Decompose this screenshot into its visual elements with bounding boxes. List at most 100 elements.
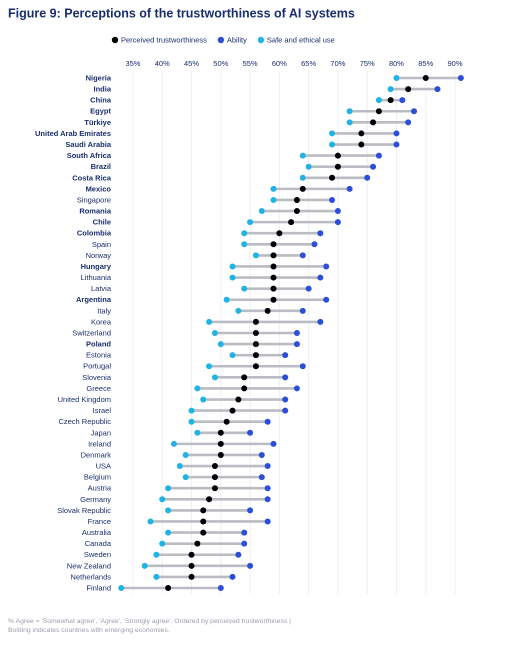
dot [176,463,183,470]
dot [457,75,464,81]
dot [229,573,236,580]
y-tick-label: Ireland [88,439,111,448]
dot [229,274,236,281]
y-tick-label: Korea [91,317,112,326]
y-tick-label: Egypt [90,107,111,116]
y-tick-label: Brazil [91,162,111,171]
footnote: % Agree = 'Somewhat agree', 'Agree', 'St… [8,618,291,625]
y-tick-label: Türkiye [84,118,111,127]
dot [422,75,429,81]
dot [270,252,277,259]
x-tick-label: 60% [272,59,287,68]
dot [358,141,365,148]
x-tick-label: 70% [330,59,345,68]
dot [299,174,306,181]
dot [370,119,377,126]
dot [217,585,224,592]
y-tick-label: Israel [93,406,112,415]
y-tick-label: Switzerland [72,328,111,337]
dot [241,540,248,547]
dot [375,152,382,159]
dot [211,474,218,481]
dot [264,496,271,503]
dot [346,185,353,192]
dot [252,252,259,259]
dot [141,562,148,569]
dot [270,196,277,203]
dot [200,396,207,403]
dot [235,396,242,403]
dot [364,174,371,181]
dot [182,474,189,481]
dot [334,219,341,226]
dot [264,418,271,425]
dot [270,296,277,303]
x-tick-label: 50% [213,59,228,68]
dot [323,263,330,270]
y-tick-label: Argentina [76,295,112,304]
dot [217,440,224,447]
dot [329,141,336,148]
y-tick-label: Italy [97,306,111,315]
dot [241,230,248,237]
y-tick-label: Hungary [81,262,112,271]
x-tick-label: 35% [125,59,140,68]
y-tick-label: United Arab Emirates [35,129,111,138]
dot [229,263,236,270]
dot [276,230,283,237]
dot [206,318,213,325]
dot [159,540,166,547]
y-tick-label: Saudi Arabia [65,140,111,149]
dot [393,75,400,81]
dot [118,585,125,592]
dot [153,573,160,580]
dot [235,307,242,314]
dot [229,407,236,414]
dot [346,108,353,115]
dot [293,330,300,337]
dot [270,263,277,270]
y-tick-label: United Kingdom [58,395,111,404]
dot [270,185,277,192]
dot [258,451,265,458]
dot [235,551,242,558]
dot [399,97,406,104]
y-tick-label: Poland [86,340,111,349]
dot [299,252,306,259]
dot [264,518,271,525]
dot [217,341,224,348]
y-tick-label: Lithuania [81,273,112,282]
dot [329,174,336,181]
x-tick-label: 85% [418,59,433,68]
dot [200,507,207,514]
dot [375,97,382,104]
dot [217,429,224,436]
legend-marker [257,36,265,44]
dot [252,363,259,370]
y-tick-label: Portugal [83,362,111,371]
dot [241,529,248,536]
x-tick-label: 90% [448,59,463,68]
dot [194,429,201,436]
dot [182,451,189,458]
dot [311,241,318,248]
x-tick-label: 65% [301,59,316,68]
dot [252,318,259,325]
dot [241,374,248,381]
dot [147,518,154,525]
dot [299,307,306,314]
dot [293,208,300,215]
y-tick-label: Japan [91,428,111,437]
dot [165,485,172,492]
dot [282,407,289,414]
dot [188,551,195,558]
dot [288,219,295,226]
y-tick-label: Germany [80,495,111,504]
dot [317,318,324,325]
dot [405,86,412,93]
dot [247,562,254,569]
dot [393,141,400,148]
y-tick-label: Nigeria [86,73,112,82]
dot [247,429,254,436]
